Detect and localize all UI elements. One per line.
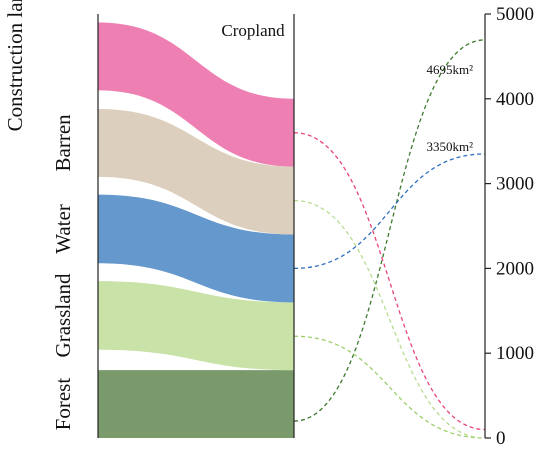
annotation-group: 4695km² 3350km² [426,62,473,154]
band-construction-land [98,22,294,167]
category-label-barren: Barren [51,114,75,172]
y-tick-label: 2000 [496,258,534,279]
category-label-forest: Forest [51,378,75,431]
band-group [98,22,294,438]
line-barren [293,199,486,439]
y-tick-label: 4000 [496,89,534,110]
annotation-water: 3350km² [426,139,473,154]
category-label-group: Forest Grassland Water Barren Construction l… [3,0,75,430]
line-water [293,153,486,270]
category-label-water: Water [51,204,75,254]
band-barren [98,108,294,235]
band-water [98,194,294,303]
category-label-grassland: Grassland [51,273,75,357]
y-tick-label: 0 [496,428,506,449]
band-grassland [98,281,294,371]
line-forest [293,39,486,422]
target-label: Cropland [221,21,285,40]
line-grassland [293,335,486,439]
y-tick-label: 3000 [496,174,534,195]
band-forest [98,370,294,438]
line-group [293,39,486,439]
line-construction-land [293,132,486,431]
annotation-forest: 4695km² [426,62,473,77]
category-label-construction-land: Construction land [3,0,27,131]
y-tick-label: 5000 [496,4,534,25]
y-tick-label: 1000 [496,343,534,364]
frame-group: Cropland [97,14,486,438]
tick-group: 0 1000 2000 3000 4000 5000 [485,4,534,449]
